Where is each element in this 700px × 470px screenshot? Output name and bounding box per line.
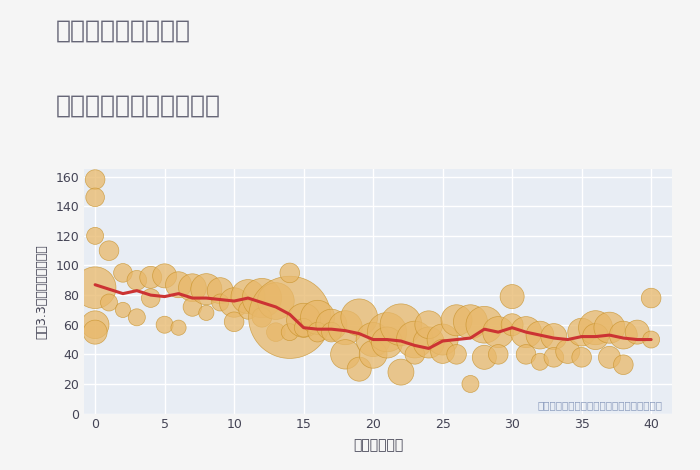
Point — [90, 194, 101, 201]
Point — [590, 324, 601, 331]
Text: 円の大きさは、取引のあった物件面積を示す: 円の大きさは、取引のあった物件面積を示す — [538, 400, 662, 411]
Point — [548, 333, 559, 340]
Point — [187, 284, 198, 291]
Point — [520, 351, 531, 358]
Point — [256, 313, 267, 321]
Point — [520, 329, 531, 336]
Point — [604, 353, 615, 361]
Point — [562, 348, 573, 355]
Point — [284, 269, 295, 277]
Point — [173, 281, 184, 289]
Point — [201, 285, 212, 293]
Point — [298, 324, 309, 331]
Point — [270, 329, 281, 336]
Point — [90, 232, 101, 240]
Point — [451, 351, 462, 358]
Point — [131, 276, 142, 284]
Point — [242, 306, 253, 313]
Point — [326, 329, 337, 336]
Point — [437, 348, 448, 355]
Point — [228, 299, 239, 306]
Point — [90, 176, 101, 183]
Point — [354, 313, 365, 321]
Point — [382, 339, 393, 346]
Point — [90, 284, 101, 291]
Point — [465, 380, 476, 388]
Point — [368, 351, 379, 358]
Point — [395, 368, 407, 376]
Point — [312, 329, 323, 336]
Point — [437, 336, 448, 343]
Point — [131, 313, 142, 321]
Point — [479, 353, 490, 361]
Point — [326, 321, 337, 329]
Point — [118, 306, 129, 313]
Point — [423, 321, 434, 329]
Point — [645, 294, 657, 302]
Point — [410, 351, 421, 358]
Point — [145, 294, 156, 302]
Point — [604, 324, 615, 331]
Point — [242, 293, 253, 300]
Point — [507, 321, 518, 329]
Text: 埼玉県入間市東町の: 埼玉県入間市東町の — [56, 19, 191, 43]
Point — [507, 293, 518, 300]
Point — [201, 309, 212, 317]
Point — [493, 329, 504, 336]
Point — [534, 331, 545, 339]
Point — [159, 321, 170, 329]
Point — [576, 353, 587, 361]
Point — [145, 274, 156, 281]
X-axis label: 築年数（年）: 築年数（年） — [353, 439, 403, 453]
Point — [617, 331, 629, 339]
Point — [382, 329, 393, 336]
Point — [215, 299, 226, 306]
Point — [534, 358, 545, 366]
Point — [617, 361, 629, 368]
Point — [590, 333, 601, 340]
Point — [215, 287, 226, 294]
Point — [159, 272, 170, 280]
Point — [104, 299, 115, 306]
Point — [493, 351, 504, 358]
Point — [284, 313, 295, 321]
Point — [451, 316, 462, 324]
Point — [270, 297, 281, 305]
Y-axis label: 坪（3.3㎡）単価（万円）: 坪（3.3㎡）単価（万円） — [35, 244, 48, 339]
Point — [173, 324, 184, 331]
Point — [90, 321, 101, 329]
Point — [340, 351, 351, 358]
Point — [340, 324, 351, 331]
Point — [548, 353, 559, 361]
Point — [645, 336, 657, 343]
Point — [284, 329, 295, 336]
Point — [423, 339, 434, 346]
Point — [298, 316, 309, 324]
Point — [228, 318, 239, 326]
Point — [354, 365, 365, 373]
Point — [256, 294, 267, 302]
Point — [395, 321, 407, 329]
Point — [118, 269, 129, 277]
Point — [410, 336, 421, 343]
Point — [479, 321, 490, 329]
Point — [187, 303, 198, 311]
Point — [576, 329, 587, 336]
Point — [631, 329, 643, 336]
Point — [368, 336, 379, 343]
Point — [90, 329, 101, 336]
Point — [104, 247, 115, 254]
Point — [465, 318, 476, 326]
Point — [312, 313, 323, 321]
Text: 築年数別中古戸建て価格: 築年数別中古戸建て価格 — [56, 94, 221, 118]
